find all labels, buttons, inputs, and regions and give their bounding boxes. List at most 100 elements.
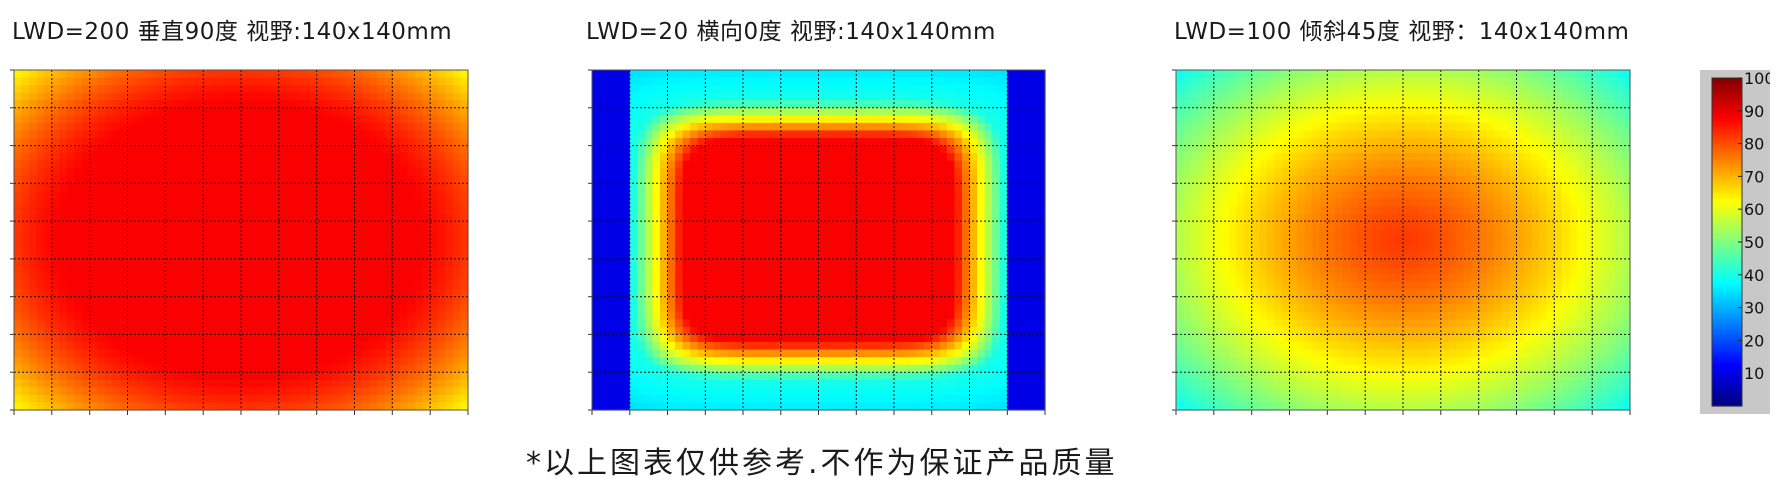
heatmap-cell (871, 334, 880, 343)
heatmap-cell (878, 281, 888, 290)
heatmap-cell (750, 160, 759, 169)
heatmap-cell (452, 394, 462, 404)
heatmap-cell (637, 334, 646, 343)
heatmap-cell (195, 236, 204, 245)
heatmap-cell (309, 387, 318, 396)
heatmap-cell (14, 251, 23, 260)
heatmap-cell (614, 138, 623, 147)
heatmap-cell (599, 100, 608, 109)
heatmap-cell (195, 92, 204, 101)
heatmap-cell (1029, 107, 1039, 116)
heatmap-cell (878, 77, 888, 86)
heatmap-cell (909, 296, 918, 305)
heatmap-cell (629, 77, 638, 86)
heatmap-cell (203, 115, 212, 124)
heatmap-cell (104, 266, 113, 275)
heatmap-cell (362, 122, 371, 132)
heatmap-cell (712, 206, 721, 215)
heatmap-cell (74, 258, 83, 268)
heatmap-cell (437, 289, 446, 298)
heatmap-cell (795, 183, 804, 192)
heatmap-cell (886, 100, 895, 109)
heatmap-cell (89, 122, 98, 132)
heatmap-cell (445, 70, 454, 79)
heatmap-cell (592, 243, 601, 252)
heatmap-cell (675, 251, 684, 260)
heatmap-cell (916, 92, 925, 101)
heatmap-cell (36, 289, 45, 298)
heatmap-cell (135, 145, 144, 154)
heatmap-cell (377, 153, 386, 162)
heatmap-cell (278, 206, 287, 215)
heatmap-cell (188, 130, 197, 139)
heatmap-cell (622, 258, 631, 268)
heatmap-cell (82, 168, 91, 177)
heatmap-cell (392, 243, 401, 252)
heatmap-cell (407, 183, 416, 192)
heatmap-cell (999, 122, 1008, 132)
heatmap-cell (614, 334, 623, 343)
heatmap-cell (1022, 289, 1031, 298)
heatmap-cell (218, 221, 227, 230)
heatmap-cell (901, 100, 910, 109)
heatmap-cell (203, 387, 212, 396)
heatmap-cell (430, 138, 439, 147)
heatmap-cell (1029, 183, 1039, 192)
heatmap-cell (316, 190, 325, 200)
heatmap-cell (331, 372, 340, 381)
heatmap-cell (278, 85, 287, 94)
heatmap-cell (66, 228, 76, 237)
heatmap-cell (916, 311, 925, 320)
heatmap-cell (992, 289, 1001, 298)
heatmap-cell (916, 77, 925, 86)
heatmap-cell (795, 206, 804, 215)
heatmap-cell (135, 394, 144, 404)
heatmap-cell (142, 387, 151, 396)
heatmap-cell (901, 85, 910, 94)
heatmap-cell (263, 153, 272, 162)
heatmap-cell (157, 145, 166, 154)
heatmap-cell (856, 107, 865, 116)
heatmap-cell (795, 266, 804, 275)
heatmap-cell (1014, 92, 1023, 101)
heatmap-cell (97, 145, 106, 154)
heatmap-cell (74, 153, 83, 162)
heatmap-cell (127, 190, 136, 200)
heatmap-cell (225, 190, 235, 200)
heatmap-cell (278, 266, 287, 275)
heatmap-cell (961, 190, 971, 200)
heatmap-cell (286, 168, 295, 177)
heatmap-cell (445, 183, 454, 192)
heatmap-cell (51, 364, 60, 373)
heatmap-cell (1029, 236, 1039, 245)
heatmap-cell (422, 266, 431, 275)
heatmap-cell (188, 311, 197, 320)
heatmap-cell (886, 190, 895, 200)
heatmap-cell (44, 168, 53, 177)
heatmap-cell (878, 213, 888, 222)
heatmap-cell (21, 100, 30, 109)
heatmap-cell (644, 319, 653, 328)
heatmap-cell (826, 198, 835, 207)
heatmap-cell (233, 183, 242, 192)
heatmap-cell (172, 319, 182, 328)
heatmap-cell (210, 145, 219, 154)
heatmap-cell (712, 153, 721, 162)
heatmap-cell (195, 357, 204, 366)
heatmap-cell (346, 349, 356, 358)
heatmap-cell (195, 319, 204, 328)
heatmap-cell (430, 130, 439, 139)
heatmap-cell (97, 342, 106, 351)
heatmap-cell (788, 153, 797, 162)
heatmap-cell (727, 198, 737, 207)
heatmap-cell (407, 77, 416, 86)
heatmap-cell (659, 258, 669, 268)
heatmap-cell (21, 190, 30, 200)
heatmap-cell (909, 175, 918, 184)
heatmap-cell (59, 236, 68, 245)
heatmap-cell (954, 319, 963, 328)
heatmap-cell (659, 274, 669, 283)
heatmap-cell (256, 258, 265, 268)
heatmap-cell (89, 334, 98, 343)
heatmap-cell (165, 296, 174, 305)
